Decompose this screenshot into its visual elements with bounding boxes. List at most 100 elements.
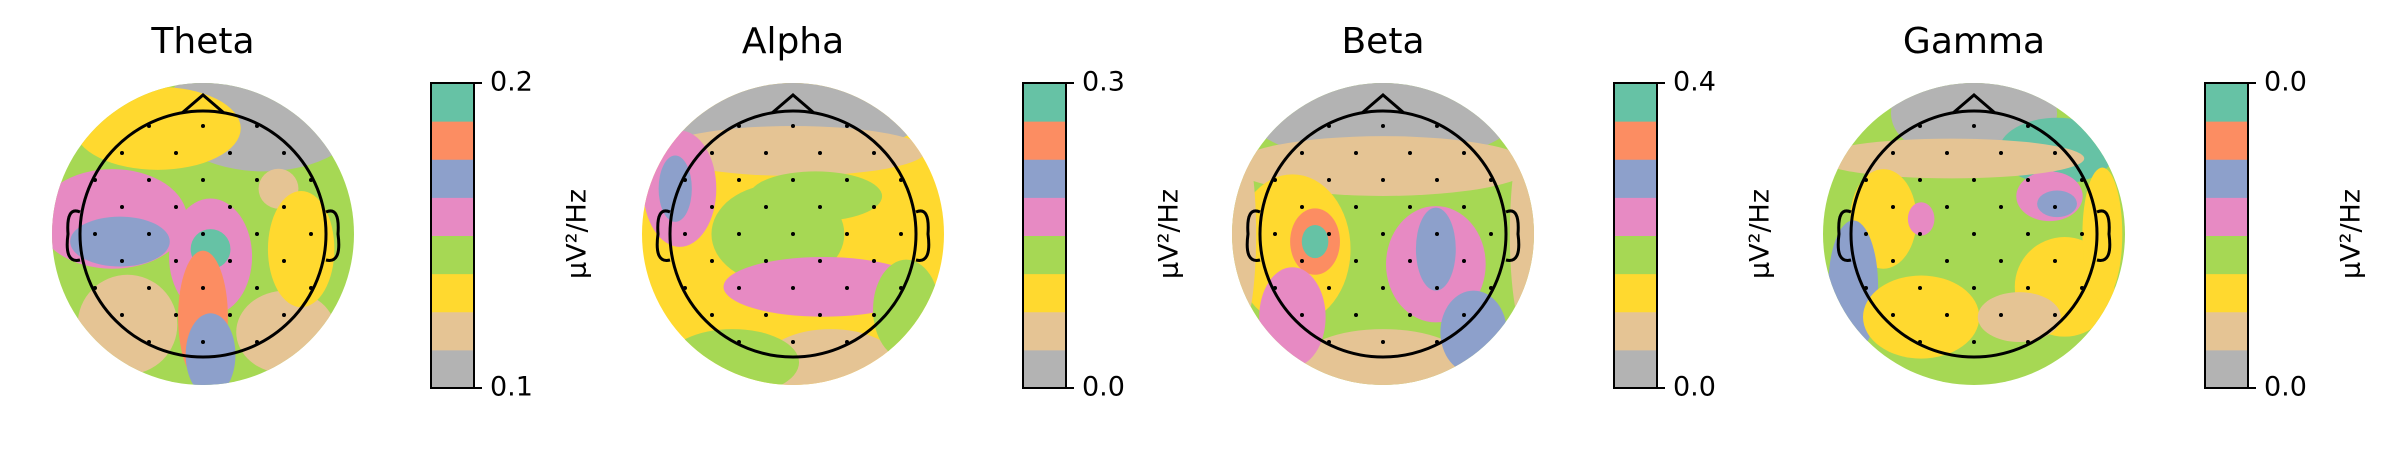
sensor <box>710 259 714 263</box>
sensor <box>174 205 178 209</box>
sensor <box>2026 340 2030 344</box>
colorbar-segment <box>1614 311 1657 351</box>
colorbar-segment <box>1023 235 1066 275</box>
sensor <box>1300 313 1304 317</box>
colorbar-segment <box>1614 235 1657 275</box>
sensor <box>1273 178 1277 182</box>
sensor <box>1462 313 1466 317</box>
sensor <box>228 259 232 263</box>
sensor <box>737 178 741 182</box>
sensor <box>1918 340 1922 344</box>
sensor <box>1408 259 1412 263</box>
contour-region <box>658 155 692 222</box>
contour-region <box>1415 207 1456 291</box>
topomap-field <box>1823 83 2125 385</box>
sensor <box>791 178 795 182</box>
ear <box>1505 209 1521 262</box>
sensor <box>201 124 205 128</box>
contour-region <box>1232 134 1257 334</box>
nose <box>1361 93 1405 115</box>
sensor <box>309 232 313 236</box>
sensor <box>683 286 687 290</box>
sensor <box>1462 259 1466 263</box>
head-outline <box>1849 109 2099 359</box>
sensor <box>1300 205 1304 209</box>
ear <box>325 209 341 262</box>
sensor <box>93 178 97 182</box>
colorbar-segment <box>431 197 474 236</box>
sensor <box>1354 313 1358 317</box>
contour-region <box>1509 134 1534 334</box>
head-outline <box>668 109 918 359</box>
colorbar-frame <box>430 82 475 389</box>
colorbar-segment <box>1023 349 1066 389</box>
sensor <box>764 151 768 155</box>
sensor <box>1918 178 1922 182</box>
sensor <box>764 205 768 209</box>
sensor <box>845 340 849 344</box>
sensor <box>147 178 151 182</box>
colorbar-tick-label: 0.2 <box>490 67 533 98</box>
sensor <box>1891 151 1895 155</box>
colorbar-segment <box>1614 121 1657 160</box>
sensor <box>282 313 286 317</box>
head-outline <box>1258 109 1508 359</box>
sensor <box>2026 286 2030 290</box>
sensor <box>683 232 687 236</box>
colorbar-segment <box>2205 235 2248 275</box>
contour-region <box>1863 275 1980 359</box>
sensor <box>845 232 849 236</box>
sensor <box>1489 232 1493 236</box>
sensor <box>1435 178 1439 182</box>
colorbar-segment <box>431 349 474 389</box>
sensor <box>872 313 876 317</box>
colorbar-segment <box>431 311 474 351</box>
panel-title: Theta <box>150 21 254 62</box>
sensor <box>791 124 795 128</box>
sensor <box>201 340 205 344</box>
sensor <box>2080 286 2084 290</box>
sensor <box>201 232 205 236</box>
sensor <box>1972 178 1976 182</box>
sensor <box>1381 178 1385 182</box>
sensor <box>120 313 124 317</box>
ear <box>65 209 81 262</box>
panel-title: Alpha <box>742 21 844 62</box>
sensor <box>2053 151 2057 155</box>
sensor <box>818 259 822 263</box>
colorbar-segment <box>431 159 474 198</box>
contour-region <box>1299 329 1467 385</box>
colorbar-segment <box>1023 121 1066 160</box>
sensor <box>764 313 768 317</box>
sensor <box>1999 313 2003 317</box>
colorbar-segment <box>431 235 474 275</box>
sensor <box>1381 340 1385 344</box>
sensor <box>93 286 97 290</box>
sensor <box>93 232 97 236</box>
sensor <box>1408 151 1412 155</box>
sensor <box>1327 124 1331 128</box>
sensor <box>255 340 259 344</box>
sensor <box>710 313 714 317</box>
sensor <box>899 178 903 182</box>
sensor <box>683 178 687 182</box>
colorbar-segment <box>1614 83 1657 122</box>
sensor <box>1999 151 2003 155</box>
sensor <box>1435 124 1439 128</box>
sensor <box>1354 205 1358 209</box>
sensor <box>2053 259 2057 263</box>
sensor <box>1972 232 1976 236</box>
sensor <box>1327 232 1331 236</box>
sensor <box>1300 151 1304 155</box>
colorbar-segment <box>431 273 474 313</box>
colorbar-segment <box>2205 83 2248 122</box>
sensor <box>1972 286 1976 290</box>
sensor <box>174 259 178 263</box>
colorbar-label: µV²/Hz <box>1745 189 1776 279</box>
sensor <box>147 124 151 128</box>
sensor <box>1273 286 1277 290</box>
sensor <box>872 259 876 263</box>
sensor <box>1945 151 1949 155</box>
colorbar-label: µV²/Hz <box>1154 189 1185 279</box>
sensor <box>2080 232 2084 236</box>
